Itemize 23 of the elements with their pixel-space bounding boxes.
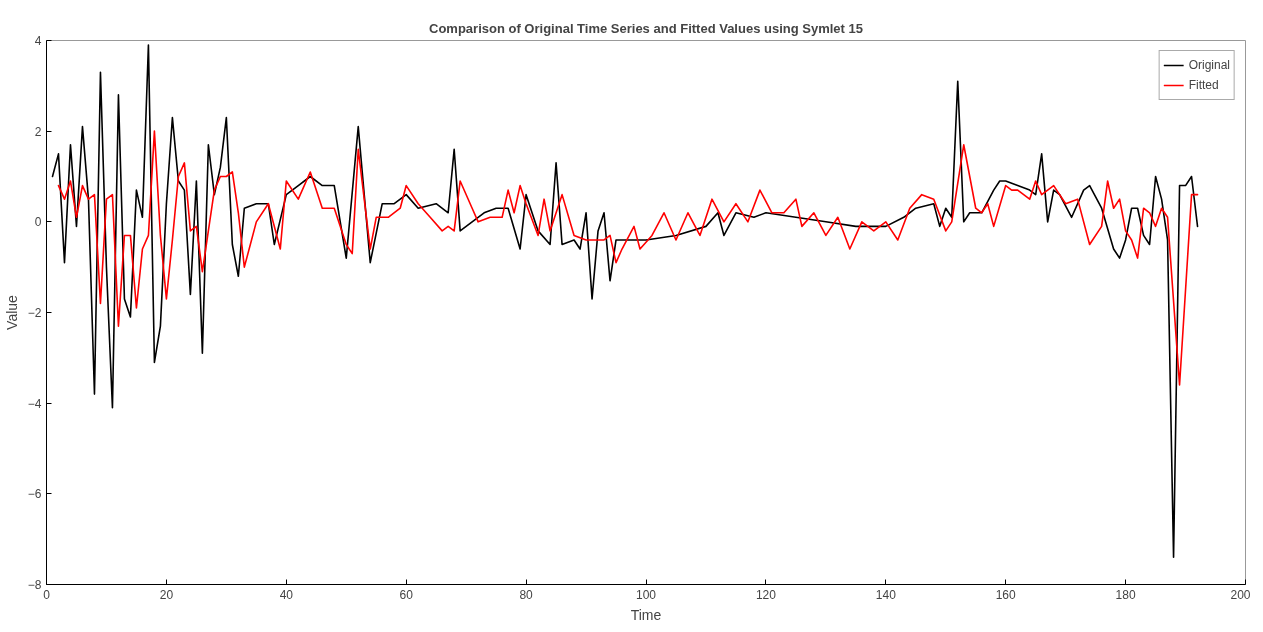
y-axis-title: Value <box>3 294 20 330</box>
y-tick-label: 2 <box>34 124 42 139</box>
x-tick-label: 120 <box>755 587 777 602</box>
y-tick-label: −8 <box>27 578 42 592</box>
x-tick-label: 60 <box>399 587 414 602</box>
y-tick-label: −2 <box>27 306 42 320</box>
y-tick-label: 0 <box>34 215 42 230</box>
x-tick-label: 20 <box>159 587 174 602</box>
y-tick-label: −4 <box>27 396 42 411</box>
x-tick-label: 160 <box>995 587 1017 602</box>
x-tick-label: 140 <box>875 587 897 602</box>
x-tick-label: 40 <box>279 587 294 602</box>
x-axis-title: Time <box>630 606 662 623</box>
line-series <box>57 130 1199 386</box>
x-tick-label: 80 <box>519 587 534 602</box>
legend-label: Original <box>1188 58 1230 72</box>
y-tick-label: 4 <box>34 34 42 48</box>
x-tick-label: 180 <box>1115 587 1136 602</box>
chart-title: Comparison of Original Time Series and Fitted Values using Symlet 15 <box>429 20 863 36</box>
legend-label: Fitted <box>1188 78 1219 92</box>
x-tick-label: 100 <box>635 587 657 602</box>
y-tick-label: −6 <box>27 487 42 502</box>
x-tick-label: 200 <box>1230 587 1251 602</box>
